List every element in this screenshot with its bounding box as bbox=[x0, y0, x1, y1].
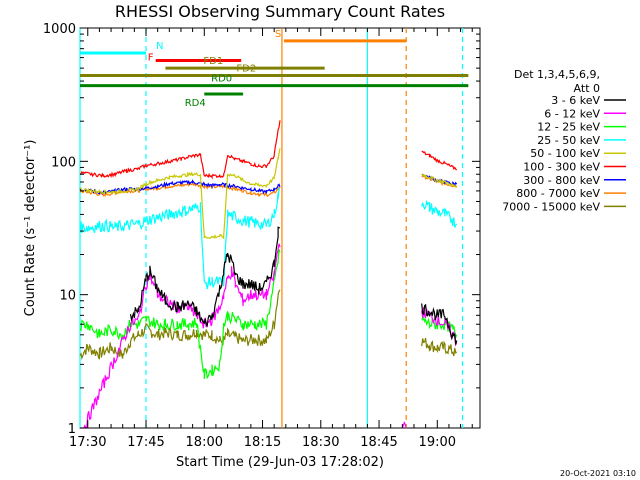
legend-header-1: Att 0 bbox=[574, 82, 600, 95]
annotation-label-5: RD4 bbox=[185, 98, 206, 109]
series-4 bbox=[79, 148, 458, 240]
x-tick-label-2: 18:00 bbox=[186, 435, 223, 450]
x-axis-label: Start Time (29-Jun-03 17:28:02) bbox=[176, 455, 384, 470]
series-line-1 bbox=[80, 243, 281, 430]
annotation-label-2: FD1 bbox=[203, 56, 223, 67]
legend-header-0: Det 1,3,4,5,6,9, bbox=[514, 68, 600, 81]
y-axis-label: Count Rate (s⁻¹ detector⁻¹) bbox=[23, 140, 38, 317]
series-line-1-segment-0 bbox=[401, 421, 407, 429]
y-tick-label-2: 100 bbox=[51, 155, 76, 170]
annotation-label-4: RD0 bbox=[211, 74, 232, 85]
series-line-2 bbox=[79, 249, 281, 380]
annotation-label-0: N bbox=[156, 41, 163, 52]
series-7 bbox=[79, 174, 458, 198]
series-group bbox=[79, 120, 458, 430]
x-tick-label-0: 17:30 bbox=[69, 435, 106, 450]
y-tick-label-3: 1000 bbox=[43, 22, 76, 37]
x-tick-label-1: 17:45 bbox=[127, 435, 164, 450]
series-2 bbox=[79, 249, 458, 380]
series-line-6 bbox=[79, 179, 281, 195]
annotation-label-1: F bbox=[148, 53, 154, 64]
annotation-label-3: FD2 bbox=[236, 64, 256, 75]
x-tick-label-5: 18:45 bbox=[360, 435, 397, 450]
series-line-8-segment-0 bbox=[421, 337, 458, 357]
series-line-4 bbox=[79, 148, 281, 240]
annotation-bars: NF FD1 FD2 RD0 RD4 S bbox=[80, 29, 469, 109]
series-line-4-segment-0 bbox=[421, 173, 458, 189]
legend-label-5: 100 - 300 keV bbox=[523, 161, 600, 174]
series-0 bbox=[129, 226, 458, 345]
date-stamp: 20-Oct-2021 03:10 bbox=[560, 469, 636, 478]
x-tick-label-3: 18:15 bbox=[244, 435, 281, 450]
legend-label-4: 50 - 100 keV bbox=[530, 147, 600, 160]
chart-title: RHESSI Observing Summary Count Rates bbox=[115, 2, 445, 21]
series-line-0-segment-0 bbox=[421, 303, 458, 345]
legend-label-1: 6 - 12 keV bbox=[544, 107, 600, 120]
plot-frame bbox=[79, 27, 481, 429]
vertical-markers bbox=[79, 28, 464, 428]
annotation-label-6: S bbox=[275, 29, 281, 40]
legend-label-0: 3 - 6 keV bbox=[551, 94, 600, 107]
series-3 bbox=[79, 187, 458, 290]
x-tick-label-6: 19:00 bbox=[419, 435, 456, 450]
y-tick-label-0: 1 bbox=[68, 422, 76, 437]
series-line-5-segment-0 bbox=[421, 150, 458, 171]
series-line-8 bbox=[79, 289, 281, 361]
legend-label-3: 25 - 50 keV bbox=[537, 134, 600, 147]
series-line-0 bbox=[129, 226, 281, 328]
x-tick-label-4: 18:30 bbox=[302, 435, 339, 450]
series-line-5 bbox=[79, 120, 281, 180]
series-line-3 bbox=[79, 187, 281, 290]
legend-label-6: 300 - 800 keV bbox=[523, 174, 600, 187]
axes: 17:30 17:45 18:00 18:15 18:30 18:45 19:00 1 10 10… bbox=[43, 22, 480, 450]
series-5 bbox=[79, 120, 458, 180]
series-8 bbox=[79, 289, 458, 361]
legend-label-2: 12 - 25 keV bbox=[537, 121, 600, 134]
legend-label-8: 7000 - 15000 keV bbox=[502, 200, 600, 213]
legend-label-7: 800 - 7000 keV bbox=[516, 187, 600, 200]
series-line-3-segment-0 bbox=[421, 199, 458, 228]
y-tick-label-1: 10 bbox=[59, 289, 76, 304]
